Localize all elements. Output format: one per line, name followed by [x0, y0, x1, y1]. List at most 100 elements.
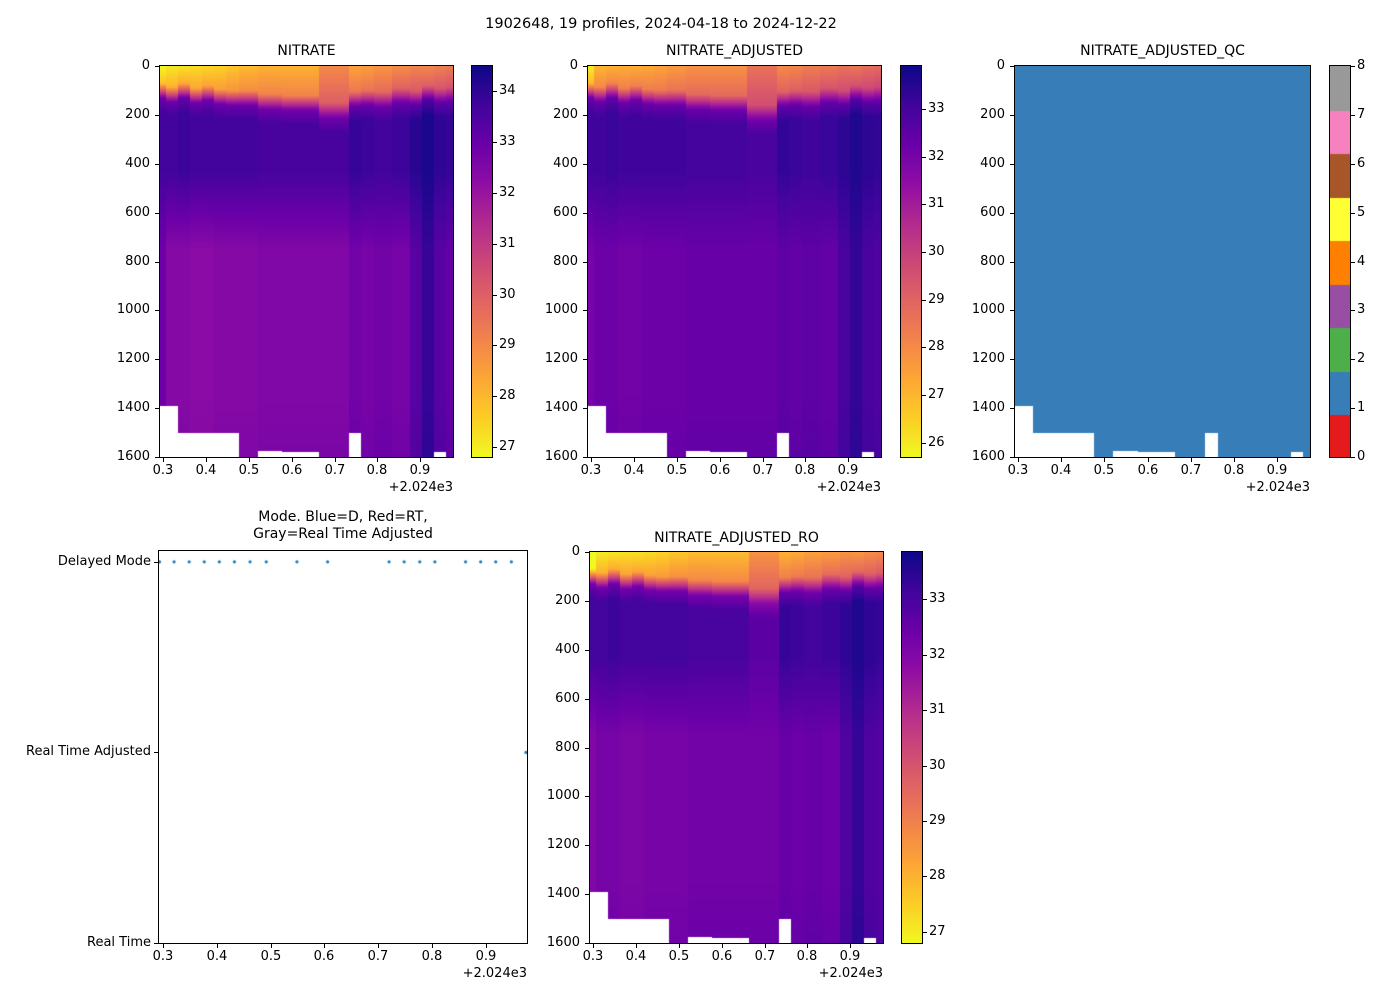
y-tick-mark [583, 359, 587, 360]
x-tick-label: 0.8 [366, 463, 388, 478]
x-tick-mark [634, 458, 635, 462]
y-tick-mark [1010, 359, 1014, 360]
colorbar-tick-label: 30 [499, 287, 516, 302]
colorbar-tick-label: 27 [928, 387, 945, 402]
x-tick-label: 0.9 [839, 949, 861, 964]
y-tick-label: 1200 [546, 837, 580, 852]
colorbar-tick-mark [493, 142, 497, 143]
x-tick-label: 0.6 [1137, 463, 1159, 478]
y-tick-mark [583, 66, 587, 67]
colorbar-tick-label: 33 [929, 591, 946, 606]
y-tick-label: 1400 [116, 400, 150, 415]
y-tick-label: 1400 [971, 400, 1005, 415]
nitrate-adjusted-qc-heatmap [1014, 65, 1311, 458]
colorbar-tick-mark [1351, 115, 1355, 116]
colorbar-tick-label: 29 [929, 813, 946, 828]
x-tick-mark [591, 458, 592, 462]
x-tick-mark [1277, 458, 1278, 462]
x-tick-mark [163, 944, 164, 948]
colorbar-tick-label: 6 [1357, 156, 1366, 171]
x-tick-label: 0.8 [1223, 463, 1245, 478]
x-tick-label: 0.3 [152, 463, 174, 478]
x-tick-mark [206, 458, 207, 462]
y-tick-mark [583, 115, 587, 116]
x-tick-mark [593, 944, 594, 948]
colorbar-tick-mark [493, 244, 497, 245]
y-tick-label: 200 [980, 107, 1005, 122]
y-tick-mark [585, 894, 589, 895]
x-axis-offset-label: +2.024e3 [462, 966, 527, 981]
nitrate-colorbar [471, 65, 493, 458]
nitrate-heatmap [159, 65, 454, 458]
y-tick-mark [583, 408, 587, 409]
y-tick-mark [585, 796, 589, 797]
x-tick-mark [722, 944, 723, 948]
x-tick-mark [163, 458, 164, 462]
mode-scatter-image [159, 551, 527, 943]
x-tick-mark [805, 458, 806, 462]
qc-colorbar-segments [1330, 66, 1350, 457]
nitrate-adjusted-ro-colorbar [901, 551, 923, 944]
x-tick-mark [324, 944, 325, 948]
y-tick-mark [583, 164, 587, 165]
x-tick-mark [636, 944, 637, 948]
colorbar-tick-label: 29 [499, 337, 516, 352]
colorbar-tick-mark [922, 443, 926, 444]
colorbar-tick-label: 27 [929, 924, 946, 939]
colorbar-tick-mark [1351, 310, 1355, 311]
colorbar-tick-label: 28 [929, 868, 946, 883]
x-tick-mark [1148, 458, 1149, 462]
x-tick-label: 0.4 [195, 463, 217, 478]
y-tick-label: 200 [555, 593, 580, 608]
colorbar-tick-label: 26 [928, 435, 945, 450]
figure-title: 1902648, 19 profiles, 2024-04-18 to 2024… [485, 16, 837, 32]
y-tick-label: 1200 [971, 351, 1005, 366]
plot-title-mode-line1: Mode. Blue=D, Red=RT, [258, 509, 428, 525]
y-tick-mark [583, 310, 587, 311]
y-tick-mark [1010, 262, 1014, 263]
mode-y-tick-mark [154, 752, 158, 753]
x-tick-mark [677, 458, 678, 462]
x-tick-mark [217, 944, 218, 948]
y-tick-mark [155, 164, 159, 165]
y-tick-mark [1010, 408, 1014, 409]
y-tick-mark [583, 457, 587, 458]
y-tick-label: 600 [125, 205, 150, 220]
colorbar-tick-mark [922, 204, 926, 205]
x-tick-mark [1234, 458, 1235, 462]
colorbar-tick-label: 34 [499, 83, 516, 98]
colorbar-tick-label: 4 [1357, 254, 1366, 269]
y-tick-label: 1400 [544, 400, 578, 415]
nitrate-colorbar-gradient [472, 66, 492, 457]
y-tick-mark [155, 310, 159, 311]
x-axis-offset-label: +2.024e3 [1245, 480, 1310, 495]
y-tick-mark [155, 262, 159, 263]
y-tick-label: 600 [553, 205, 578, 220]
colorbar-tick-mark [493, 447, 497, 448]
y-tick-mark [155, 359, 159, 360]
colorbar-tick-mark [922, 300, 926, 301]
y-tick-label: 600 [555, 691, 580, 706]
colorbar-tick-mark [922, 347, 926, 348]
y-tick-label: 400 [125, 156, 150, 171]
y-tick-label: 1400 [546, 886, 580, 901]
y-tick-label: 0 [996, 58, 1005, 73]
y-tick-label: 1000 [971, 302, 1005, 317]
y-tick-label: 200 [553, 107, 578, 122]
mode-y-tick-label: Delayed Mode [57, 554, 151, 569]
x-tick-mark [1104, 458, 1105, 462]
y-tick-label: 1600 [544, 449, 578, 464]
nitrate-adjusted-qc-image [1015, 66, 1310, 457]
y-tick-label: 1000 [116, 302, 150, 317]
x-tick-label: 0.5 [666, 463, 688, 478]
plot-title-nitrate-adjusted: NITRATE_ADJUSTED [666, 43, 803, 59]
colorbar-tick-mark [1351, 457, 1355, 458]
colorbar-tick-mark [1351, 213, 1355, 214]
mode-y-tick-label: Real Time Adjusted [26, 744, 151, 759]
nitrate-adjusted-heatmap [587, 65, 882, 458]
y-tick-mark [1010, 66, 1014, 67]
colorbar-tick-mark [923, 599, 927, 600]
y-tick-mark [155, 408, 159, 409]
colorbar-tick-mark [1351, 66, 1355, 67]
